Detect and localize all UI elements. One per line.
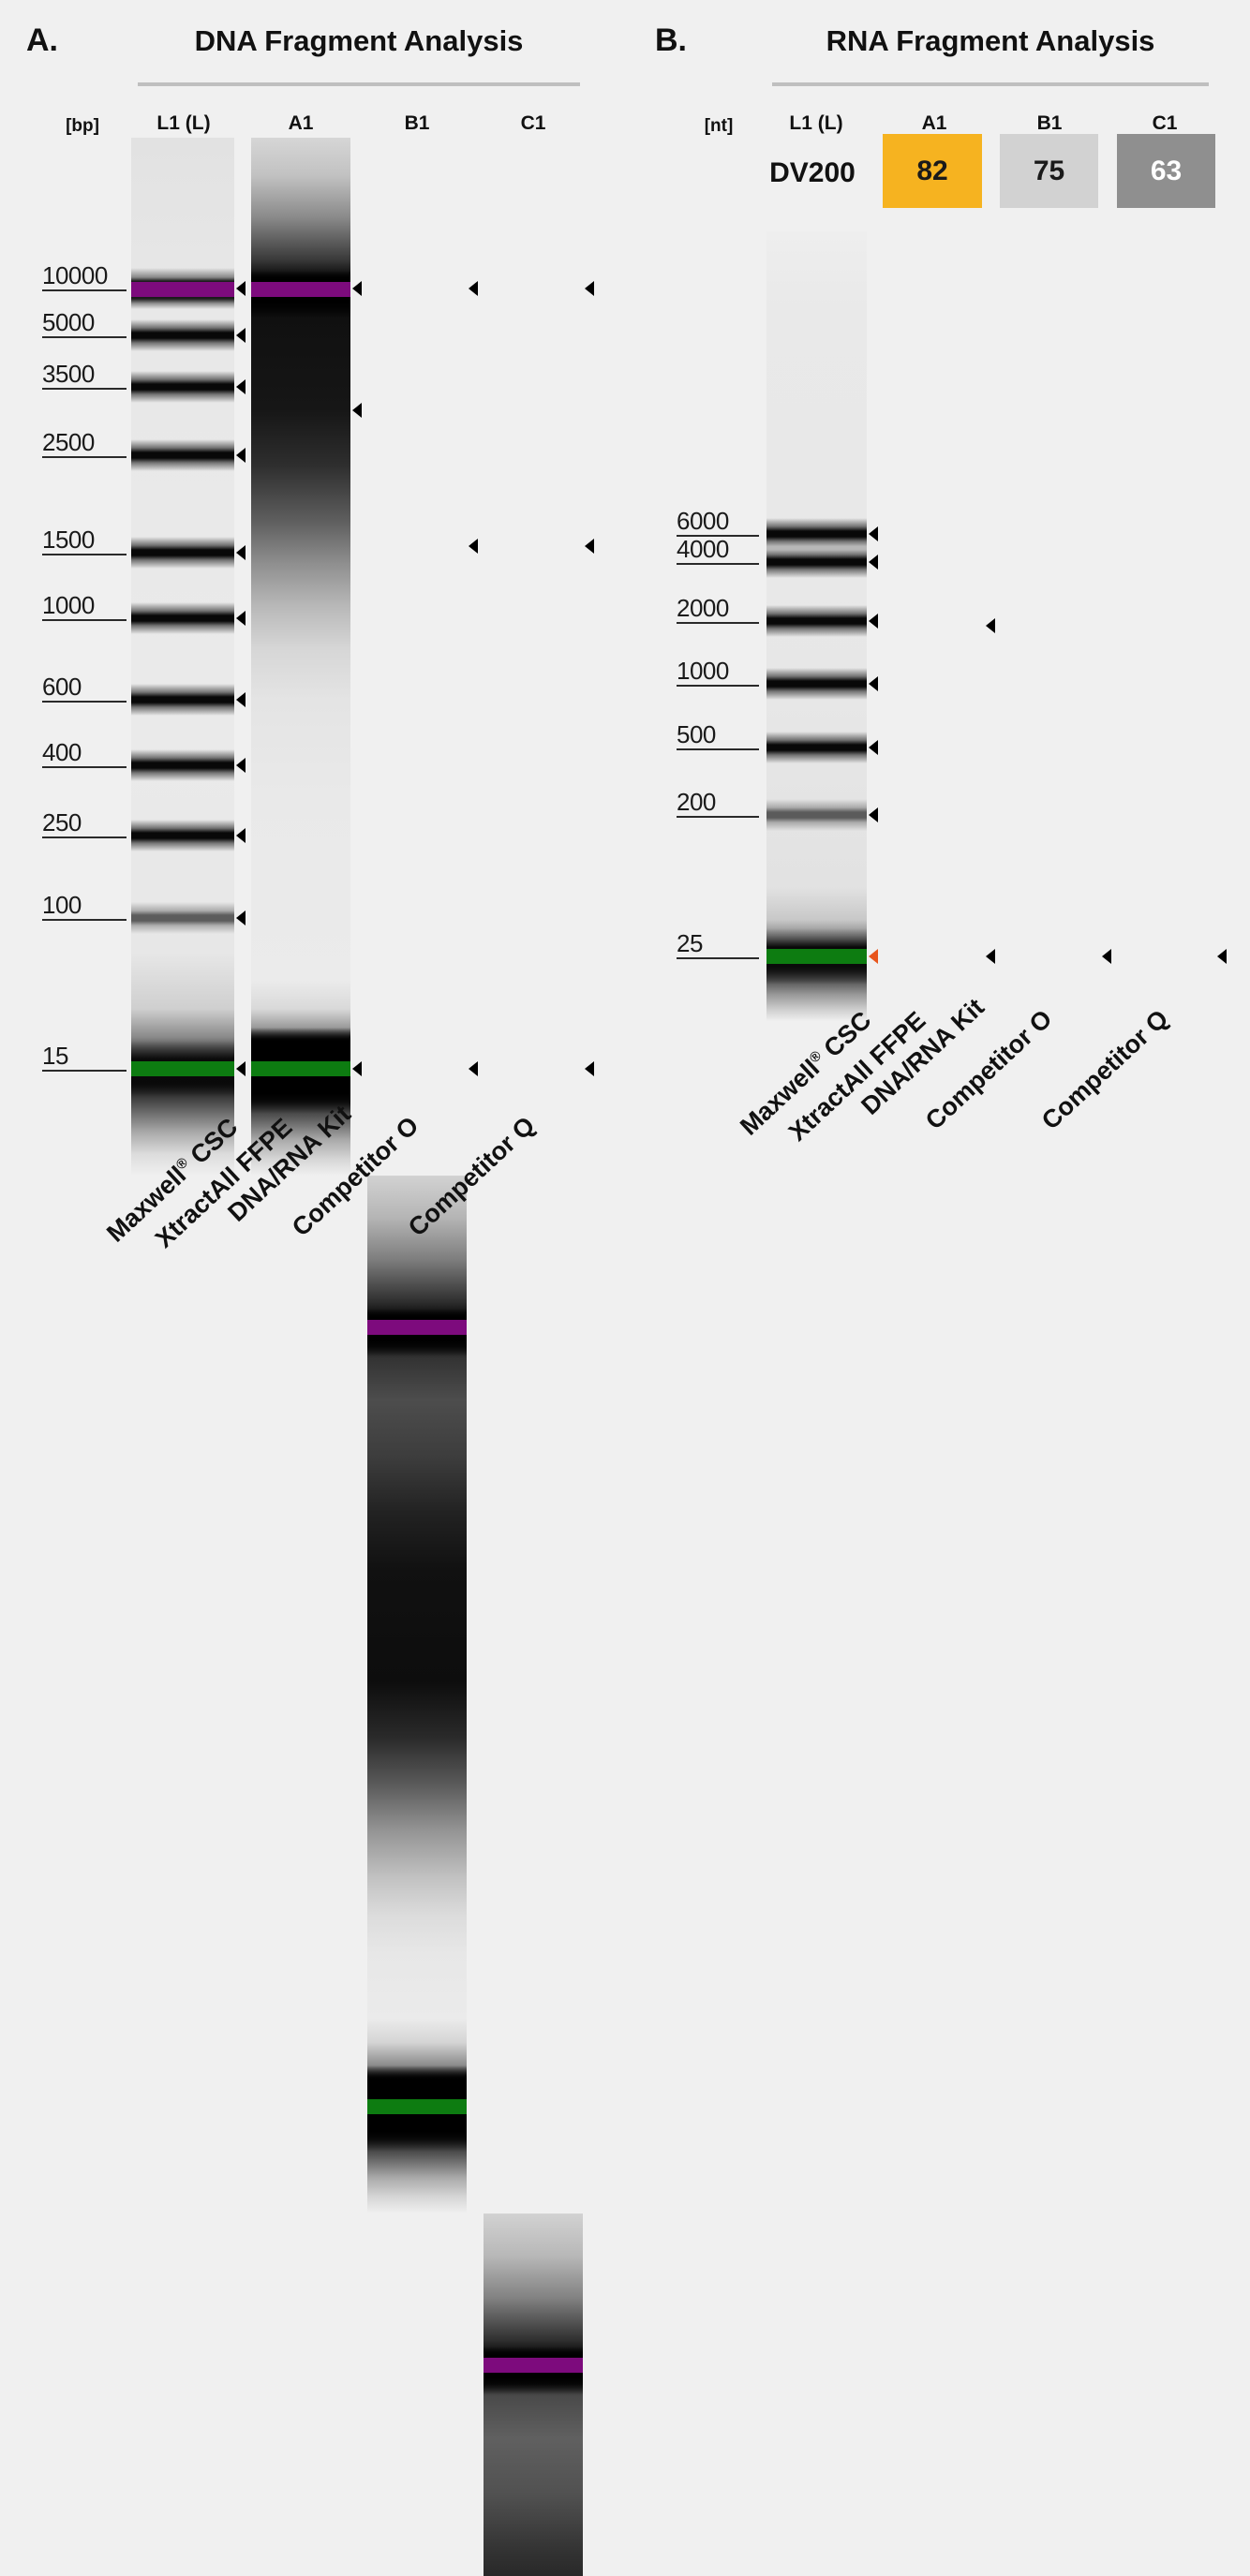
- gel-lane-dna-competitor-o: [367, 1176, 467, 2213]
- panel-a-unit-label: [bp]: [66, 116, 99, 136]
- gel-lane-rna-ladder: [766, 231, 867, 1021]
- panel-a-header-a1: A1: [288, 112, 314, 134]
- band-arrow-icon: [986, 949, 995, 964]
- ladder-marker-label-200: 200: [677, 790, 759, 818]
- band-arrow-icon: [236, 545, 246, 560]
- band-arrow-icon: [352, 1061, 362, 1076]
- dv200-label: DV200: [769, 157, 856, 188]
- ladder-marker-label-2500: 2500: [42, 430, 126, 458]
- lane-sample-label: Competitor O: [919, 1004, 1057, 1135]
- lane-sample-label: Maxwell® CSC: [734, 1005, 877, 1141]
- band-arrow-icon: [236, 828, 246, 843]
- ladder-marker-label-15: 15: [42, 1044, 126, 1072]
- ladder-marker-label-1500: 1500: [42, 527, 126, 555]
- panel-b-header-ladder: L1 (L): [789, 112, 843, 134]
- panel-b-header-b1: B1: [1036, 112, 1063, 134]
- band-arrow-icon: [236, 611, 246, 626]
- band-arrow-icon: [469, 539, 478, 554]
- lane-sample-label: XtractAll FFPE: [783, 1006, 931, 1147]
- ladder-marker-label-25: 25: [677, 931, 759, 959]
- ladder-marker-label-4000: 4000: [677, 537, 759, 565]
- band-arrow-icon: [236, 758, 246, 773]
- panel-b-header-a1: A1: [921, 112, 947, 134]
- band-arrow-icon: [869, 676, 878, 691]
- ladder-marker-label-5000: 5000: [42, 310, 126, 338]
- band-arrow-icon: [352, 281, 362, 296]
- ladder-marker-label-500: 500: [677, 722, 759, 750]
- ladder-marker-label-10000: 10000: [42, 263, 126, 291]
- band-arrow-icon: [236, 281, 246, 296]
- panel-a-title: DNA Fragment Analysis: [194, 24, 524, 57]
- band-arrow-icon: [585, 1061, 594, 1076]
- band-arrow-icon: [236, 910, 246, 925]
- panel-b-unit-label: [nt]: [704, 116, 734, 136]
- ladder-marker-label-100: 100: [42, 893, 126, 921]
- panel-a-letter: A.: [26, 22, 58, 58]
- ladder-marker-label-250: 250: [42, 810, 126, 838]
- dv200-value-a1: 82: [883, 134, 982, 208]
- band-arrow-icon: [1217, 949, 1227, 964]
- band-arrow-icon: [869, 614, 878, 629]
- band-arrow-icon: [352, 403, 362, 418]
- ladder-marker-label-600: 600: [42, 674, 126, 703]
- panel-a-header-b1: B1: [404, 112, 430, 134]
- band-arrow-icon: [1102, 949, 1111, 964]
- panel-b-letter: B.: [655, 22, 687, 58]
- panel-a-header-c1: C1: [520, 112, 546, 134]
- ladder-marker-label-1000: 1000: [677, 659, 759, 687]
- gel-lane-dna-maxwell: [251, 138, 350, 1176]
- band-arrow-icon: [869, 807, 878, 822]
- orange-band-arrow-icon: [869, 949, 878, 964]
- panel-a-header-ladder: L1 (L): [156, 112, 211, 134]
- dv200-value-b1: 75: [1000, 134, 1098, 208]
- ladder-marker-label-1000: 1000: [42, 593, 126, 621]
- panel-b-header-c1: C1: [1152, 112, 1178, 134]
- band-arrow-icon: [236, 692, 246, 707]
- band-arrow-icon: [585, 539, 594, 554]
- band-arrow-icon: [236, 448, 246, 463]
- band-arrow-icon: [236, 379, 246, 394]
- panel-b-title: RNA Fragment Analysis: [826, 24, 1155, 57]
- band-arrow-icon: [469, 281, 478, 296]
- band-arrow-icon: [869, 555, 878, 570]
- band-arrow-icon: [869, 740, 878, 755]
- band-arrow-icon: [236, 328, 246, 343]
- band-arrow-icon: [585, 281, 594, 296]
- ladder-marker-label-6000: 6000: [677, 509, 759, 537]
- panel-b-title-rule: [772, 82, 1209, 86]
- figure-root: A. DNA Fragment Analysis [bp] L1 (L) A1 …: [26, 22, 1227, 2576]
- ladder-marker-label-400: 400: [42, 740, 126, 768]
- lane-sample-label: Competitor Q: [1035, 1004, 1173, 1135]
- ladder-marker-label-3500: 3500: [42, 362, 126, 390]
- gel-lane-dna-ladder: [131, 138, 234, 1176]
- ladder-marker-label-2000: 2000: [677, 596, 759, 624]
- band-arrow-icon: [986, 618, 995, 633]
- dv200-value-c1: 63: [1117, 134, 1215, 208]
- band-arrow-icon: [469, 1061, 478, 1076]
- band-arrow-icon: [869, 526, 878, 541]
- band-arrow-icon: [236, 1061, 246, 1076]
- lane-sample-label: DNA/RNA Kit: [856, 993, 990, 1120]
- gel-lane-dna-competitor-q: [484, 2213, 583, 2576]
- panel-a-title-rule: [138, 82, 580, 86]
